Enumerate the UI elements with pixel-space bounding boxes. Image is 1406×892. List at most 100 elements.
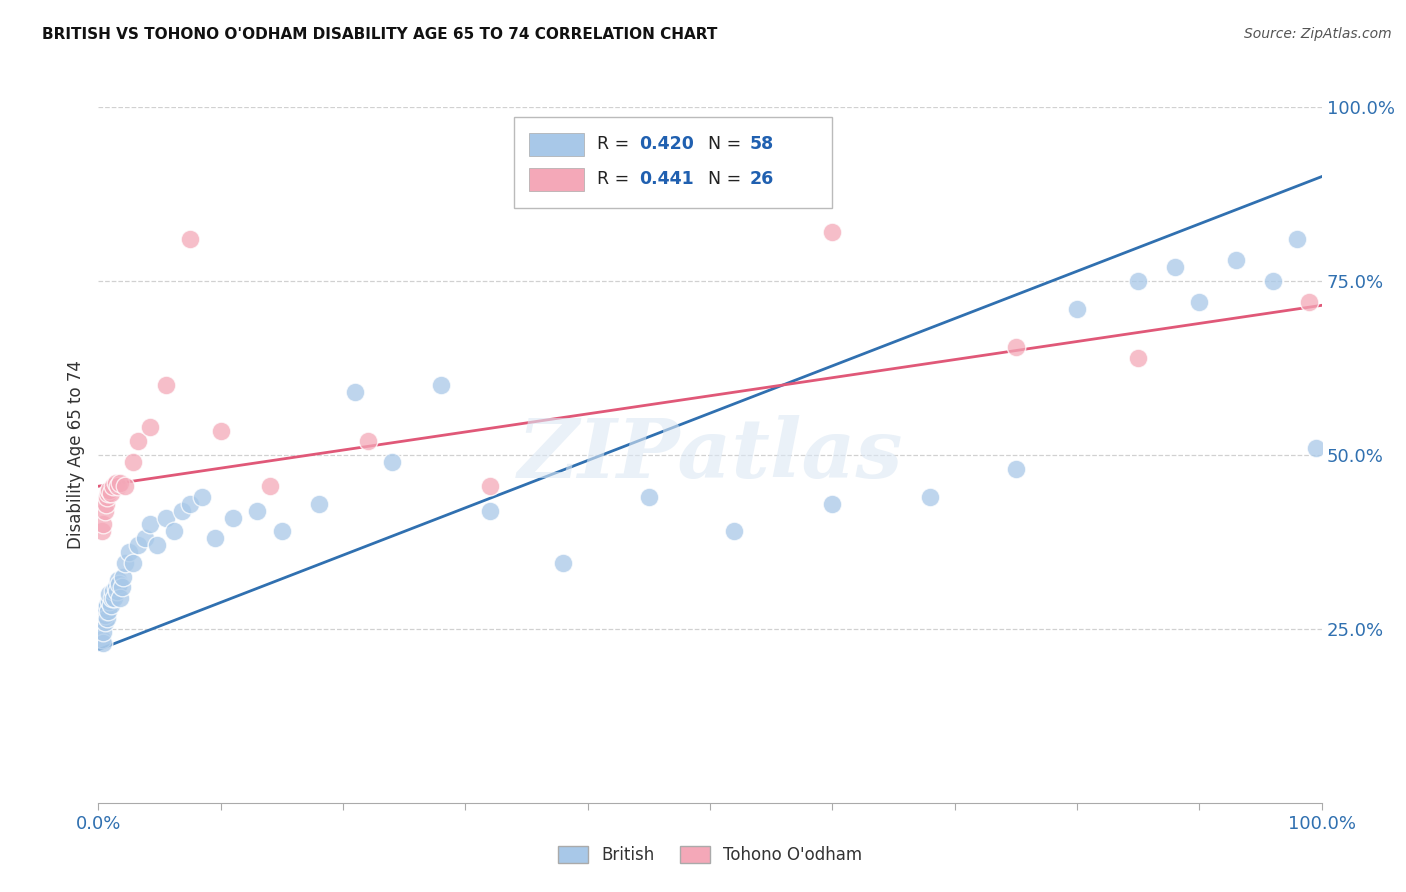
Point: [1128, 351, 1150, 365]
Point: [127, 434, 149, 448]
Text: Source: ZipAtlas.com: Source: ZipAtlas.com: [1244, 27, 1392, 41]
Text: 26: 26: [749, 169, 773, 187]
Point: [96, 490, 118, 504]
Point: [91, 524, 114, 539]
Point: [179, 497, 201, 511]
Point: [121, 455, 143, 469]
Point: [1298, 294, 1320, 309]
Point: [93, 503, 115, 517]
Point: [111, 570, 134, 584]
Point: [179, 232, 201, 246]
Point: [139, 517, 162, 532]
Point: [1164, 260, 1187, 274]
Point: [430, 378, 453, 392]
Point: [104, 475, 127, 490]
Point: [98, 483, 121, 497]
Point: [101, 479, 124, 493]
Point: [98, 587, 121, 601]
Point: [101, 583, 124, 598]
Point: [1004, 462, 1026, 476]
Point: [97, 486, 120, 500]
Point: [121, 556, 143, 570]
Point: [103, 591, 125, 605]
Point: [100, 598, 122, 612]
Point: [101, 591, 124, 605]
Point: [1066, 301, 1088, 316]
Point: [118, 545, 141, 559]
Point: [139, 420, 162, 434]
Point: [107, 479, 129, 493]
Point: [1305, 441, 1327, 455]
Text: 58: 58: [749, 135, 773, 153]
Point: [1225, 253, 1247, 268]
Point: [1286, 232, 1309, 246]
Legend: British, Tohono O'odham: British, Tohono O'odham: [558, 846, 862, 864]
Point: [170, 503, 193, 517]
Point: [94, 605, 117, 619]
Text: ZIPatlas: ZIPatlas: [517, 415, 903, 495]
Point: [259, 479, 281, 493]
Point: [478, 503, 501, 517]
Point: [111, 580, 134, 594]
Point: [107, 573, 129, 587]
Point: [96, 611, 118, 625]
Point: [478, 479, 501, 493]
Point: [1188, 294, 1211, 309]
Point: [127, 538, 149, 552]
Bar: [529, 168, 583, 191]
Point: [1128, 274, 1150, 288]
Text: 0.441: 0.441: [640, 169, 693, 187]
Point: [91, 632, 114, 647]
Point: [1004, 340, 1026, 354]
Point: [146, 538, 169, 552]
Point: [100, 486, 122, 500]
FancyBboxPatch shape: [515, 118, 832, 208]
Point: [637, 490, 661, 504]
Point: [723, 524, 745, 539]
Point: [821, 497, 844, 511]
Point: [93, 607, 115, 622]
Point: [104, 580, 127, 594]
Point: [222, 510, 245, 524]
Point: [155, 510, 177, 524]
Point: [821, 225, 844, 239]
Point: [94, 497, 117, 511]
Point: [114, 479, 136, 493]
Point: [97, 605, 120, 619]
Point: [270, 524, 294, 539]
Point: [114, 556, 136, 570]
Point: [94, 601, 117, 615]
Text: BRITISH VS TOHONO O'ODHAM DISABILITY AGE 65 TO 74 CORRELATION CHART: BRITISH VS TOHONO O'ODHAM DISABILITY AGE…: [42, 27, 717, 42]
Point: [920, 490, 942, 504]
Point: [381, 455, 404, 469]
Text: R =: R =: [598, 169, 636, 187]
Text: N =: N =: [707, 135, 747, 153]
Point: [553, 556, 575, 570]
Point: [204, 532, 226, 546]
Point: [1261, 274, 1284, 288]
Point: [155, 378, 177, 392]
Point: [344, 385, 367, 400]
Point: [96, 598, 118, 612]
Point: [110, 591, 132, 605]
Point: [91, 517, 114, 532]
Point: [91, 636, 114, 650]
Text: N =: N =: [707, 169, 747, 187]
Point: [110, 475, 132, 490]
Bar: [529, 133, 583, 156]
Text: 0.420: 0.420: [640, 135, 695, 153]
Point: [308, 497, 330, 511]
Point: [98, 594, 121, 608]
Point: [93, 615, 115, 629]
Point: [91, 625, 114, 640]
Point: [191, 490, 214, 504]
Point: [163, 524, 186, 539]
Y-axis label: Disability Age 65 to 74: Disability Age 65 to 74: [66, 360, 84, 549]
Point: [209, 424, 232, 438]
Point: [356, 434, 378, 448]
Point: [134, 532, 156, 546]
Point: [108, 576, 131, 591]
Point: [105, 583, 128, 598]
Point: [246, 503, 269, 517]
Text: R =: R =: [598, 135, 636, 153]
